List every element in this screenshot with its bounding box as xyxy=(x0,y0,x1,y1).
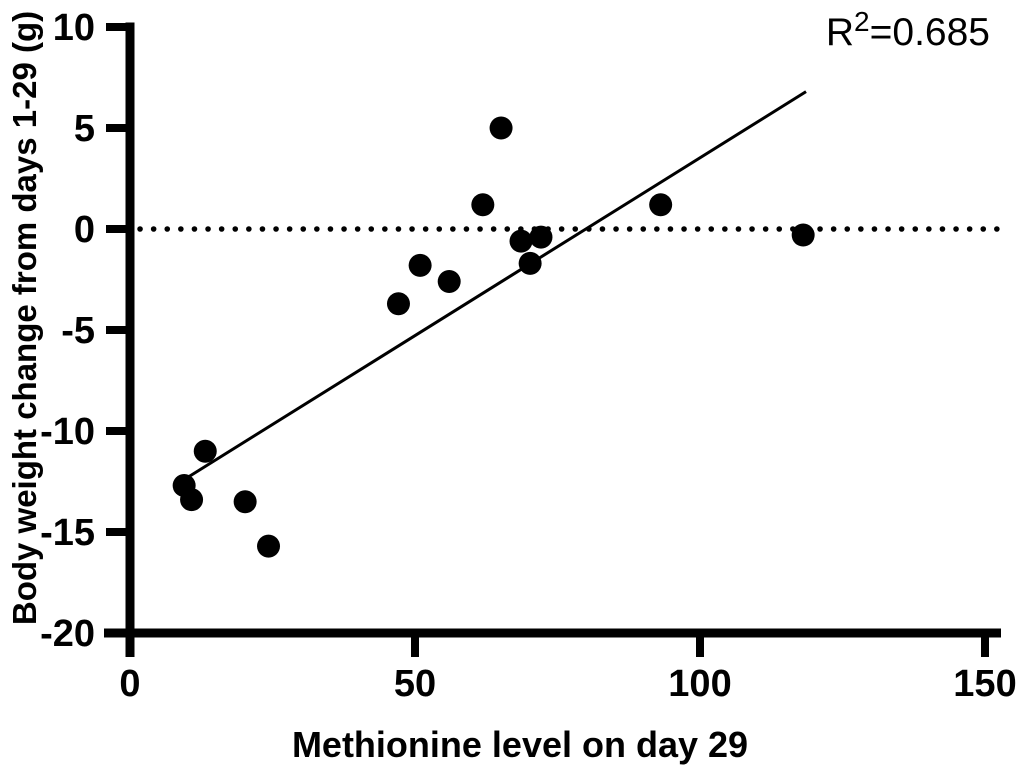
scatter-point xyxy=(489,116,513,140)
regression-line xyxy=(177,90,807,485)
r-squared-value: =0.685 xyxy=(870,11,990,54)
y-tick-label: 0 xyxy=(74,209,95,251)
y-tick-label: -10 xyxy=(40,411,95,453)
y-tick-label: -5 xyxy=(61,310,95,352)
scatter-point xyxy=(649,193,673,217)
scatter-point xyxy=(518,251,542,275)
scatter-point xyxy=(408,253,432,277)
y-tick-label: 10 xyxy=(53,7,95,49)
scatter-point xyxy=(529,225,553,249)
r-squared-base: R xyxy=(826,11,854,54)
scatter-point xyxy=(180,488,204,512)
y-tick-label: -20 xyxy=(40,613,95,655)
scatter-point xyxy=(509,229,533,253)
y-tick-label: -15 xyxy=(40,512,95,554)
x-axis-title: Methionine level on day 29 xyxy=(292,724,748,765)
scatter-point xyxy=(386,292,410,316)
x-tick-label: 150 xyxy=(953,663,1016,705)
scatter-point xyxy=(193,439,217,463)
x-tick-label: 100 xyxy=(668,663,731,705)
x-tick-label: 50 xyxy=(394,663,436,705)
scatter-point xyxy=(233,490,257,514)
y-tick-label: 5 xyxy=(74,108,95,150)
r-squared-superscript: 2 xyxy=(854,6,870,37)
x-tick-label: 0 xyxy=(119,663,140,705)
scatter-point xyxy=(257,534,281,558)
scatter-point xyxy=(791,223,815,247)
r-squared-annotation: R2=0.685 xyxy=(826,6,990,54)
y-axis-title: Body weight change from days 1-29 (g) xyxy=(6,11,43,625)
scatter-point xyxy=(471,193,495,217)
scatter-point xyxy=(437,270,461,294)
scatter-points-layer xyxy=(172,116,815,558)
